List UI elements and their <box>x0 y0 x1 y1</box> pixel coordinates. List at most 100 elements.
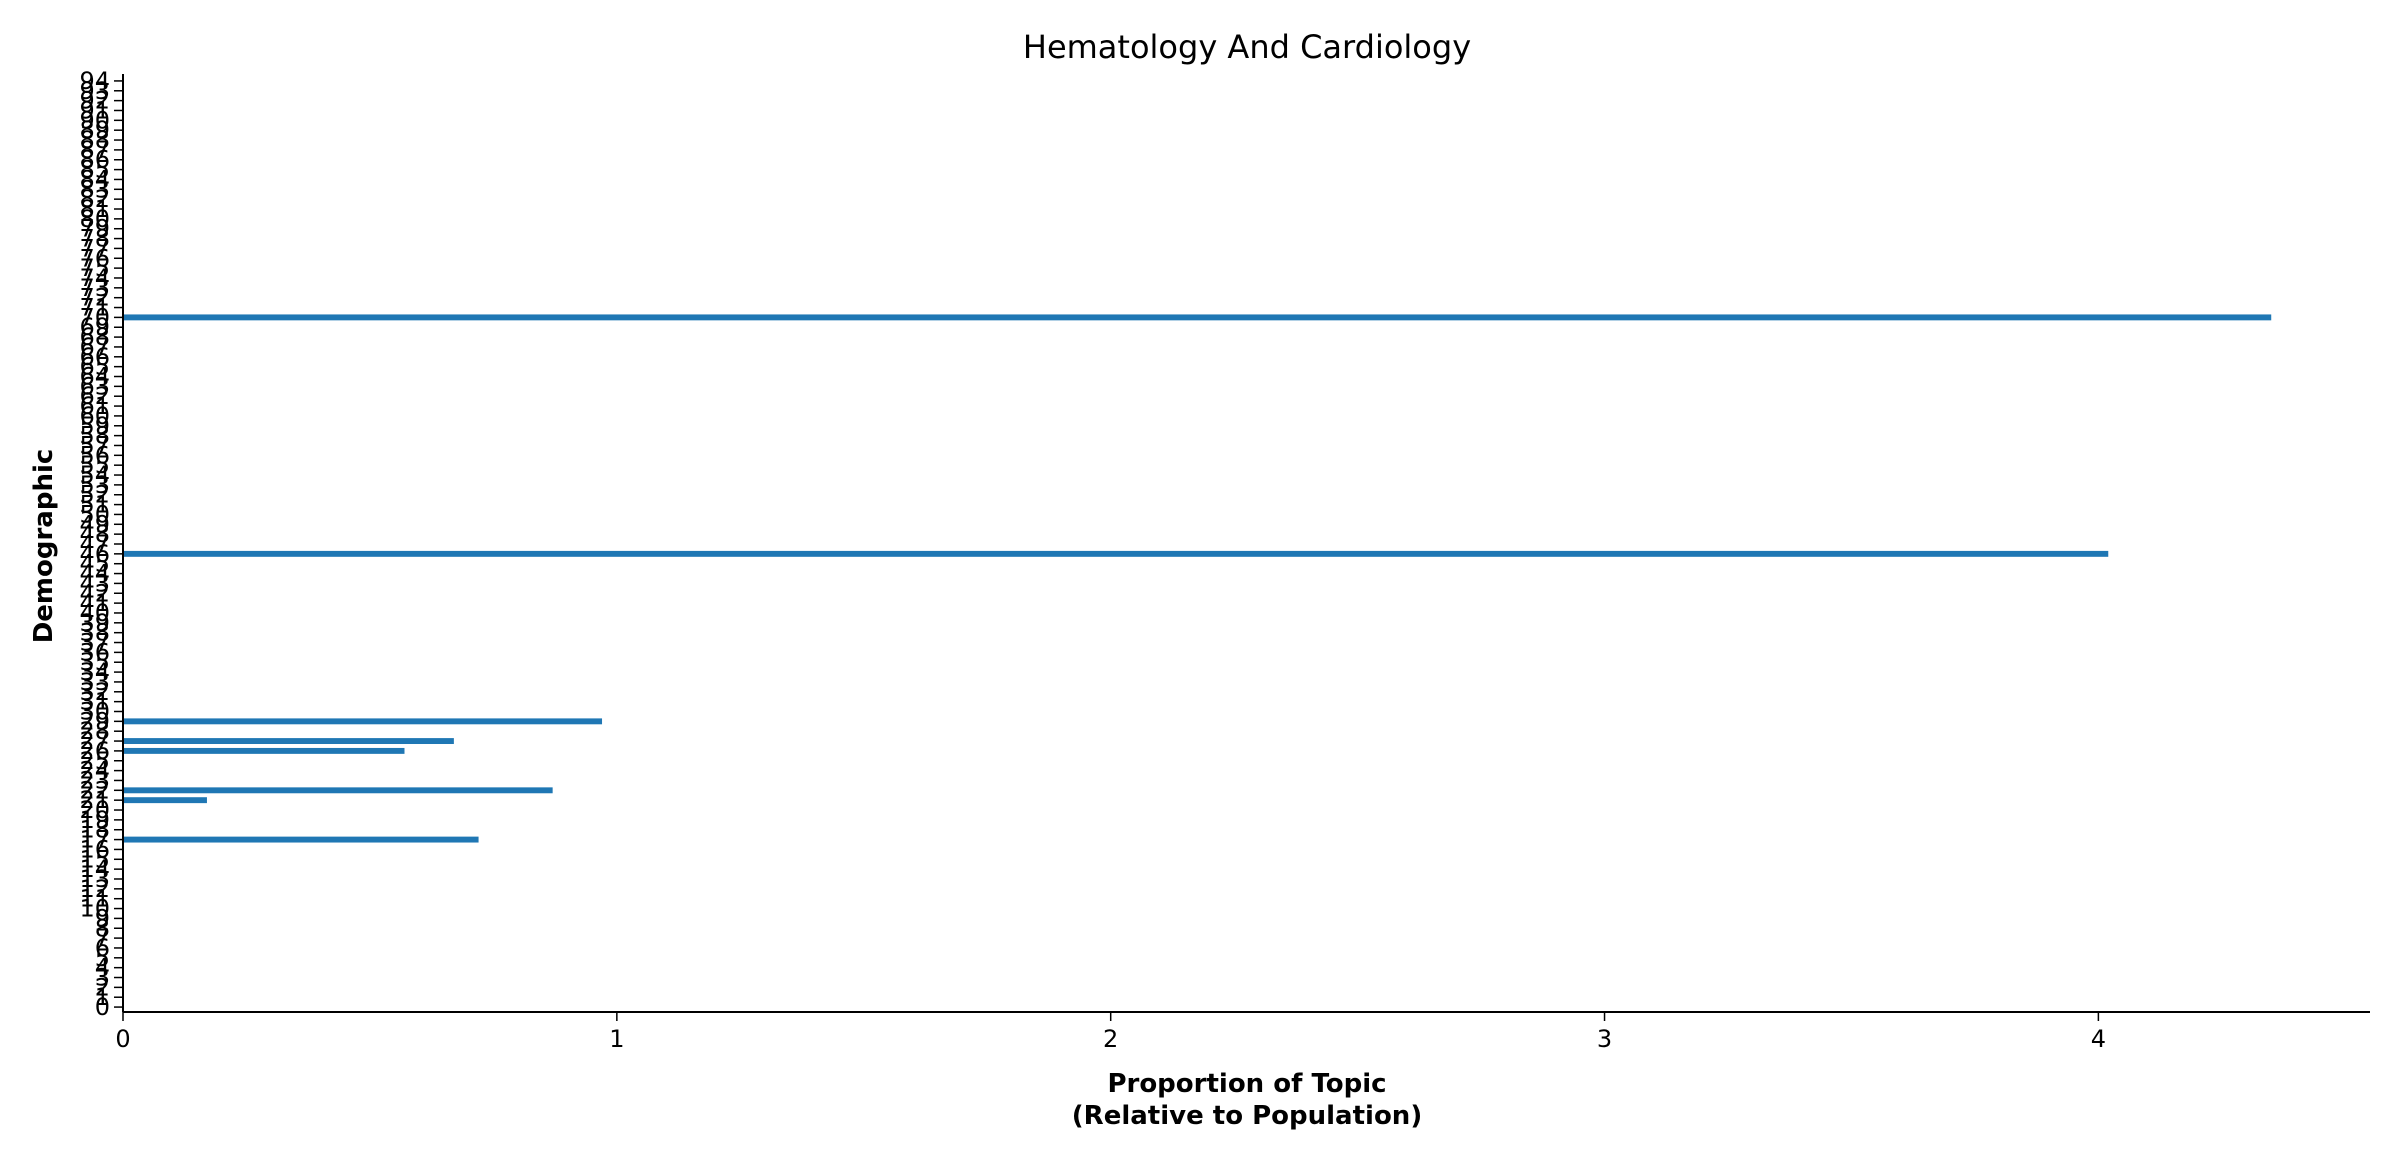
y-tick-label-53: 53 <box>79 471 110 499</box>
y-tick-label-52: 52 <box>79 481 110 509</box>
y-tick-label-75: 75 <box>79 254 110 282</box>
y-tick-label-30: 30 <box>79 697 110 725</box>
y-tick-label-80: 80 <box>79 205 110 233</box>
x-axis: 0 1 2 3 4 <box>115 1011 2370 1053</box>
y-tick-label-51: 51 <box>79 491 110 519</box>
y-tick-label-62: 62 <box>79 382 110 410</box>
y-tick-label-34: 34 <box>79 658 110 686</box>
bar-22 <box>123 787 553 794</box>
y-tick-label-31: 31 <box>79 688 110 716</box>
y-tick-label-57: 57 <box>79 431 110 459</box>
y-tick-label-20: 20 <box>79 796 110 824</box>
y-tick-label-85: 85 <box>79 156 110 184</box>
y-tick-label-60: 60 <box>79 402 110 430</box>
y-tick-label-24: 24 <box>79 757 110 785</box>
y-tick-label-72: 72 <box>79 284 110 312</box>
y-tick-label-46: 46 <box>79 540 110 568</box>
y-tick-label-42: 42 <box>79 579 110 607</box>
y-axis-label: Demographic <box>29 449 59 644</box>
y-tick-label-54: 54 <box>79 461 110 489</box>
y-tick-label-81: 81 <box>79 195 110 223</box>
y-tick-label-66: 66 <box>79 343 110 371</box>
y-tick-label-12: 12 <box>79 875 110 903</box>
x-tick-label-3: 3 <box>1597 1025 1612 1053</box>
bar-27 <box>123 738 454 745</box>
y-tick-label-8: 8 <box>95 914 110 942</box>
y-tick-label-16: 16 <box>79 835 110 863</box>
y-tick-label-9: 9 <box>95 904 110 932</box>
y-tick-label-47: 47 <box>79 530 110 558</box>
y-tick-label-33: 33 <box>79 668 110 696</box>
y-tick-label-59: 59 <box>79 412 110 440</box>
y-tick-label-88: 88 <box>79 126 110 154</box>
y-tick-label-1: 1 <box>95 983 110 1011</box>
y-tick-label-37: 37 <box>79 629 110 657</box>
y-tick-label-90: 90 <box>79 106 110 134</box>
y-tick-label-74: 74 <box>79 264 110 292</box>
y-tick-label-10: 10 <box>79 895 110 923</box>
y-tick-label-27: 27 <box>79 727 110 755</box>
y-tick-label-32: 32 <box>79 678 110 706</box>
y-tick-label-61: 61 <box>79 392 110 420</box>
y-tick-label-94: 94 <box>79 67 110 95</box>
y-tick-label-26: 26 <box>79 737 110 765</box>
x-axis-label-line-1: Proportion of Topic <box>1107 1069 1386 1099</box>
bar-26 <box>123 747 405 754</box>
y-tick-label-43: 43 <box>79 569 110 597</box>
y-tick-label-84: 84 <box>79 165 110 193</box>
bar-46 <box>123 550 2109 557</box>
y-tick-label-89: 89 <box>79 116 110 144</box>
y-tick-label-78: 78 <box>79 225 110 253</box>
y-tick-label-0: 0 <box>95 993 110 1021</box>
y-tick-label-6: 6 <box>95 934 110 962</box>
y-tick-label-50: 50 <box>79 500 110 528</box>
y-tick-label-36: 36 <box>79 638 110 666</box>
bar-70 <box>123 314 2272 321</box>
y-tick-label-83: 83 <box>79 175 110 203</box>
x-axis-label-line-2: (Relative to Population) <box>1072 1101 1422 1131</box>
y-tick-label-35: 35 <box>79 648 110 676</box>
y-tick-label-28: 28 <box>79 717 110 745</box>
y-axis: 0123456789101112131415161718192021222324… <box>79 67 124 1021</box>
bars-layer <box>123 314 2272 843</box>
y-tick-label-18: 18 <box>79 816 110 844</box>
y-tick-label-2: 2 <box>95 973 110 1001</box>
y-tick-label-82: 82 <box>79 185 110 213</box>
y-tick-label-14: 14 <box>79 855 110 883</box>
y-tick-label-58: 58 <box>79 422 110 450</box>
bar-21 <box>123 797 207 804</box>
y-tick-label-7: 7 <box>95 924 110 952</box>
y-tick-label-5: 5 <box>95 944 110 972</box>
y-tick-label-93: 93 <box>79 77 110 105</box>
y-tick-label-3: 3 <box>95 964 110 992</box>
y-tick-label-49: 49 <box>79 510 110 538</box>
y-tick-label-23: 23 <box>79 766 110 794</box>
y-tick-label-48: 48 <box>79 520 110 548</box>
y-tick-label-13: 13 <box>79 865 110 893</box>
y-tick-label-41: 41 <box>79 589 110 617</box>
bar-29 <box>123 718 603 725</box>
x-tick-label-4: 4 <box>2091 1025 2106 1053</box>
y-tick-label-4: 4 <box>95 954 110 982</box>
y-tick-label-65: 65 <box>79 353 110 381</box>
y-tick-label-40: 40 <box>79 599 110 627</box>
x-tick-label-2: 2 <box>1103 1025 1118 1053</box>
y-tick-label-79: 79 <box>79 215 110 243</box>
x-tick-label-0: 0 <box>115 1025 130 1053</box>
y-tick-label-63: 63 <box>79 372 110 400</box>
y-tick-label-76: 76 <box>79 244 110 272</box>
y-tick-label-64: 64 <box>79 363 110 391</box>
y-tick-label-11: 11 <box>79 885 110 913</box>
y-tick-label-70: 70 <box>79 303 110 331</box>
y-tick-label-55: 55 <box>79 451 110 479</box>
y-tick-label-92: 92 <box>79 87 110 115</box>
y-tick-label-73: 73 <box>79 274 110 302</box>
y-tick-label-19: 19 <box>79 806 110 834</box>
y-tick-label-67: 67 <box>79 333 110 361</box>
y-tick-label-91: 91 <box>79 96 110 124</box>
y-tick-label-15: 15 <box>79 845 110 873</box>
y-tick-label-17: 17 <box>79 826 110 854</box>
bar-17 <box>123 836 479 843</box>
